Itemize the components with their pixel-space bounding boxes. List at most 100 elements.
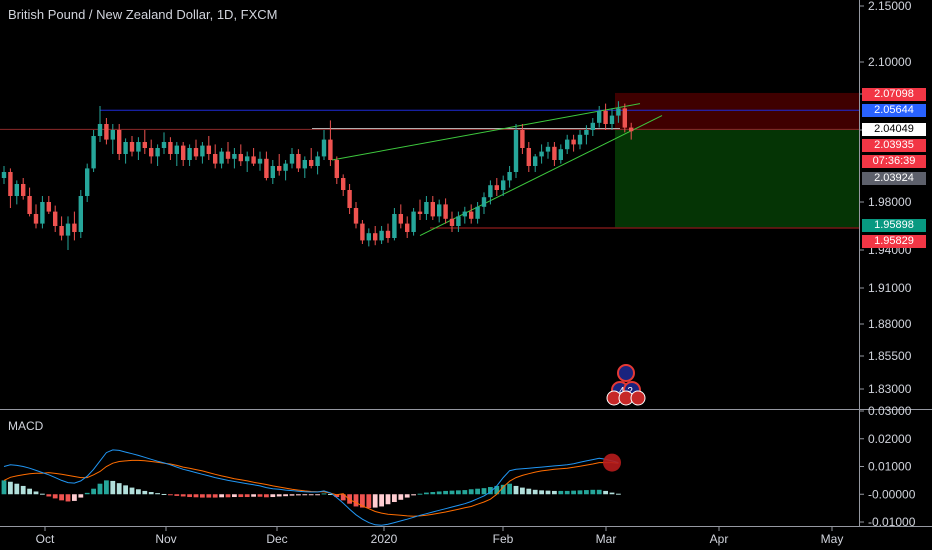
candle [373,233,378,241]
macd-histogram-bar [91,488,96,495]
macd-axis-tick: 0.02000 [868,432,912,446]
candle [117,130,122,154]
time-axis-tick: Mar [596,532,617,546]
macd-histogram-bar [59,494,64,501]
candle [110,130,115,140]
price-axis-tick: 2.15000 [868,0,912,13]
macd-histogram-bar [488,487,493,495]
macd-histogram-bar [123,485,128,495]
macd-line [3,449,619,526]
macd-histogram-bar [353,494,359,507]
candle [264,158,269,178]
macd-histogram-bar [558,490,564,495]
candle [104,124,109,140]
macd-histogram-bar [372,494,378,508]
candle [142,142,147,148]
macd-histogram-bar [276,494,282,497]
time-axis-tick: Nov [155,532,176,546]
candle [520,130,525,148]
price-axis-tick: 1.85500 [868,349,912,363]
macd-histogram-bar [219,494,224,498]
macd-histogram-bar [257,494,263,497]
time-axis-tick: Apr [710,532,729,546]
macd-histogram-bar [104,480,109,495]
candle [545,146,551,152]
candle [245,156,250,162]
macd-histogram-bar [8,481,13,495]
macd-histogram-bar [244,494,250,498]
candle [629,127,634,132]
macd-histogram-bar [609,492,615,495]
macd-histogram-bar [430,492,436,495]
candle [232,154,237,159]
candle [296,154,301,169]
candle [168,142,173,154]
candle [424,202,429,214]
macd-histogram-bar [200,494,205,498]
candle [379,230,384,241]
candle [616,108,621,116]
candle [206,145,211,154]
macd-histogram-bar [584,490,589,495]
candle [72,223,77,232]
macd-histogram-bar [603,490,608,495]
macd-histogram-bar [417,493,423,495]
macd-histogram-bar [462,490,468,495]
macd-histogram-bar [475,488,480,495]
candle [603,110,608,124]
macd-histogram-bar [302,494,308,496]
candle [405,223,410,232]
macd-histogram-bar [449,490,455,495]
macd-histogram-bar [532,489,538,495]
candle [513,130,519,172]
candle [136,142,141,152]
candle [526,148,531,166]
macd-histogram-bar [232,494,237,498]
macd-histogram-bar [424,492,429,495]
candle [213,154,218,164]
macd-histogram-bar [340,494,346,501]
macd-histogram-bar [136,489,141,495]
candle [315,156,320,166]
wedge-upper-trendline [331,103,641,161]
candle [161,142,167,148]
stop-loss-zone [615,92,859,130]
candle [219,151,224,164]
macd-histogram-bar [539,490,544,495]
macd-histogram-bar [148,492,154,495]
candle [558,149,563,160]
macd-histogram-bar [379,494,384,507]
macd-histogram-bar [283,494,288,497]
macd-histogram-bar [392,494,397,503]
macd-histogram-bar [347,494,352,504]
candle [277,166,282,171]
macd-histogram-bar [116,483,122,495]
candle [270,166,275,178]
time-axis-tick: 2020 [371,532,398,546]
candle [33,214,39,224]
macd-histogram-bar [142,490,148,495]
candle [565,139,570,150]
badge-countdown: 07:36:39 [862,155,926,168]
macd-histogram-bar [289,494,295,496]
candle [238,154,243,162]
time-axis-tick: Oct [36,532,55,546]
macd-histogram-bar [110,480,116,495]
time-axis-tick: Dec [266,532,287,546]
macd-histogram-bar [193,494,199,498]
candle [27,196,32,214]
candle [193,148,199,157]
badge-entry: 2.03924 [862,172,926,185]
candle [488,185,493,198]
nzd-flag-icon [617,364,635,382]
candle [481,197,487,207]
macd-histogram-bar [468,489,474,495]
macd-histogram-bar [328,493,333,495]
candle [501,180,506,190]
macd-histogram-bar [321,493,327,495]
macd-histogram-bar [174,494,180,496]
badge-target: 1.95898 [862,219,926,232]
macd-histogram-bar [366,494,372,509]
macd-histogram-bar [577,490,583,495]
